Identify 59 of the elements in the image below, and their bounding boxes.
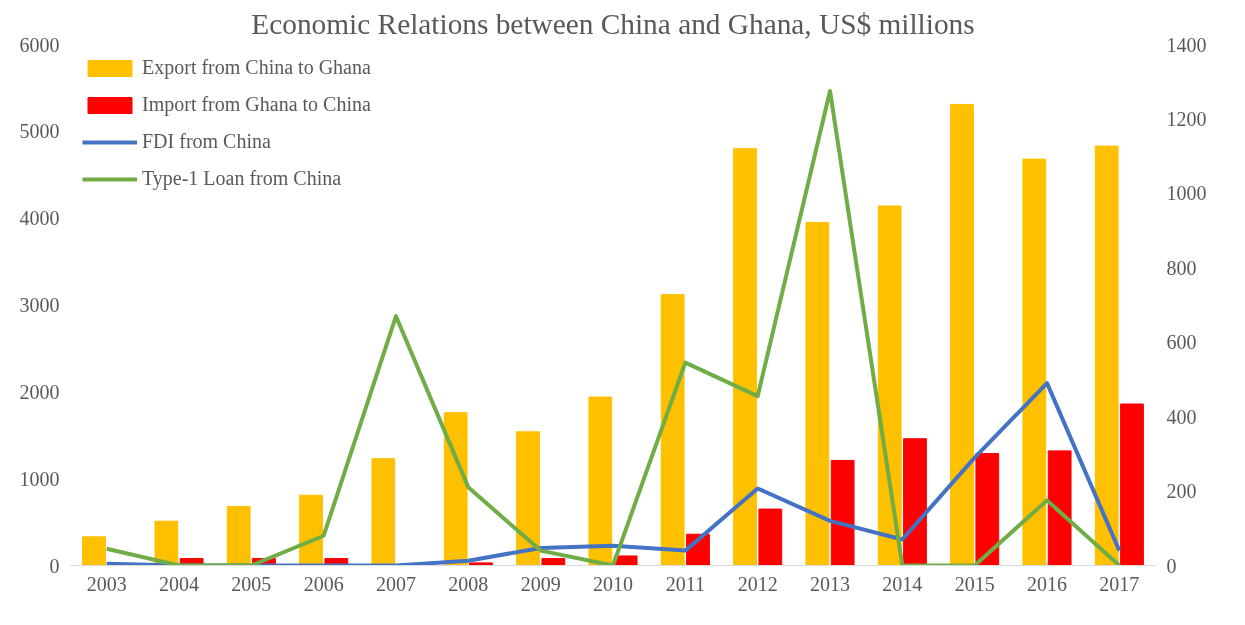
legend-label: Export from China to Ghana <box>142 56 371 79</box>
x-tick-label: 2013 <box>810 572 850 595</box>
bar <box>903 438 927 566</box>
bar <box>516 431 540 566</box>
x-tick-label: 2010 <box>593 572 633 595</box>
bar <box>805 222 830 566</box>
bar <box>1022 158 1047 566</box>
x-tick-label: 2007 <box>376 572 416 595</box>
y-tick-label: 4000 <box>19 207 60 230</box>
bar <box>226 505 251 566</box>
bar <box>541 558 566 566</box>
y-tick-label: 3000 <box>19 294 60 316</box>
x-tick-label: 2003 <box>86 572 127 595</box>
legend-label: Type-1 Loan from China <box>142 167 342 190</box>
y2-tick-label: 400 <box>1166 405 1197 428</box>
legend-label: Import from Ghana to China <box>142 93 371 116</box>
legend-label: FDI from China <box>142 130 271 153</box>
y-tick-label: 0 <box>49 554 60 577</box>
bar <box>758 508 783 566</box>
line-series <box>104 381 1122 566</box>
bar <box>299 494 323 566</box>
bar <box>975 452 1000 566</box>
x-tick-label: 2015 <box>954 572 995 595</box>
x-tick-label: 2009 <box>520 572 561 595</box>
y-tick-label: 5000 <box>19 120 60 143</box>
bar <box>660 294 685 566</box>
x-tick-label: 2016 <box>1027 572 1067 595</box>
y2-tick-label: 1000 <box>1166 182 1207 205</box>
y2-tick-label: 800 <box>1166 256 1197 279</box>
bar <box>1120 403 1144 566</box>
y-tick-label: 2000 <box>19 380 60 403</box>
x-tick-label: 2012 <box>737 572 778 595</box>
bar <box>443 412 468 566</box>
y2-tick-label: 200 <box>1166 480 1197 503</box>
bar <box>950 103 974 566</box>
x-tick-label: 2014 <box>882 572 923 595</box>
y-tick-label: 6000 <box>19 33 60 56</box>
x-tick-label: 2008 <box>448 572 489 595</box>
x-tick-label: 2006 <box>303 572 344 595</box>
x-tick-label: 2004 <box>159 572 199 595</box>
bar <box>371 458 396 566</box>
bar <box>469 562 493 566</box>
line-series <box>104 89 1122 566</box>
bar <box>877 205 902 566</box>
y2-tick-label: 1400 <box>1166 33 1207 56</box>
bar <box>1047 450 1072 566</box>
bar <box>830 459 855 566</box>
bar <box>1094 145 1119 566</box>
x-tick-label: 2011 <box>665 572 705 595</box>
x-tick-label: 2017 <box>1099 572 1140 595</box>
bar <box>733 148 757 566</box>
y2-tick-label: 1200 <box>1166 107 1207 130</box>
bar <box>588 396 613 566</box>
y-tick-label: 1000 <box>19 467 60 490</box>
x-tick-label: 2005 <box>231 572 272 595</box>
bar <box>82 536 106 566</box>
y2-tick-label: 600 <box>1166 331 1197 354</box>
y2-tick-label: 0 <box>1166 554 1177 577</box>
chart-title: Economic Relations between China and Ghana, US$ millions <box>251 7 975 40</box>
